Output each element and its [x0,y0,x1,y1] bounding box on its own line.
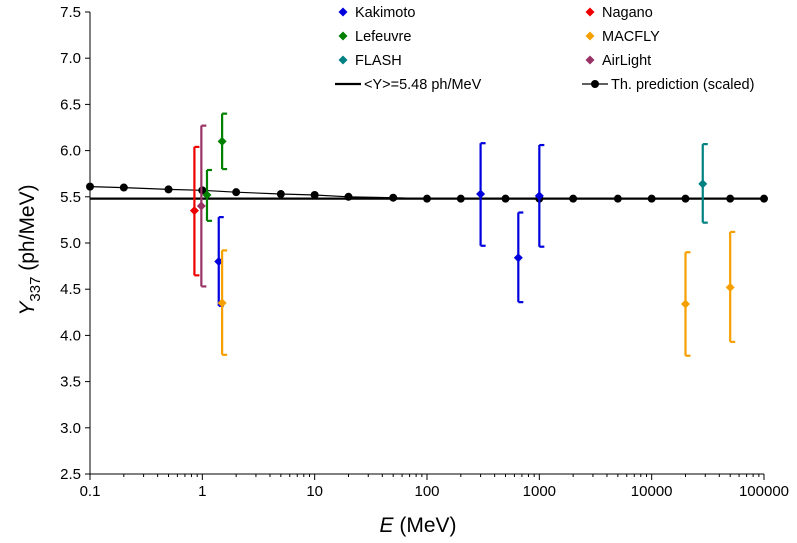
axes [85,11,765,480]
legend-label-macfly: MACFLY [602,29,660,45]
series-airlight [196,124,207,288]
prediction-point [86,182,94,191]
prediction-point [569,194,578,203]
series-flash [698,143,708,224]
legend-marker-lefeuvre [338,31,348,41]
kakimoto-point [214,256,224,266]
legend-label-lefeuvre: Lefeuvre [355,29,411,45]
prediction-point [344,192,353,201]
x-tick-label: 100 [414,483,439,500]
legend-marker-macfly [585,31,595,41]
x-tick-label: 1000 [523,483,556,500]
x-axis-symbol: E [379,514,394,537]
legend: Kakimoto Nagano Lefeuvre MACFLY FLASH AirLigh… [335,5,754,93]
kakimoto-point [513,253,523,263]
x-tick-label: 1 [198,483,206,500]
prediction-point [389,193,398,202]
legend-marker-nagano [585,7,595,17]
macfly-point [725,282,735,292]
y-tick-label: 4.0 [60,327,81,344]
legend-marker-flash [338,55,348,65]
y-tick-label: 3.5 [60,374,81,391]
lefeuvre-point [217,136,227,146]
y-tick-label: 5.0 [60,235,81,252]
y-tick-label: 7.0 [60,50,81,67]
y-tick-label: 4.5 [60,281,81,298]
prediction-point [423,194,431,203]
x-tick-label: 10000 [631,483,673,500]
y-axis-title: Y337 (ph/MeV) [16,184,44,315]
prediction-point [613,194,622,203]
data-points [189,112,736,357]
legend-marker-airlight [585,55,595,65]
series-kakimoto [214,142,545,307]
series-lefeuvre [202,112,228,222]
y-axis-symbol: Y [16,300,39,316]
y-axis-unit: (ph/MeV) [16,184,39,276]
y-tick-label: 6.5 [60,96,81,113]
prediction-point [681,194,690,203]
y-tick-label: 6.0 [60,143,81,160]
prediction-point [456,194,465,203]
kakimoto-point [476,189,486,199]
x-axis-title: E (MeV) [379,514,456,537]
y-tick-label: 7.5 [60,4,81,21]
prediction-point [726,194,735,203]
prediction-point [164,185,173,194]
prediction-point [310,190,319,199]
legend-label-nagano: Nagano [602,5,653,21]
nagano-point [189,206,199,216]
y-tick-label: 2.5 [60,466,81,483]
y-tick-label: 3.0 [60,420,81,437]
y-axis-subscript: 337 [27,277,44,302]
prediction-curve [86,182,768,203]
x-tick-label: 100000 [739,483,789,500]
legend-label-th-prediction-scaled: Th. prediction (scaled) [611,77,754,93]
prediction-point [647,194,656,203]
legend-marker-dot-th-prediction-scaled [591,80,599,88]
series-nagano [189,145,200,277]
airlight-point [196,201,206,211]
prediction-point [232,188,241,197]
legend-label-airlight: AirLight [602,53,651,69]
kakimoto-point [534,191,544,201]
legend-label-flash: FLASH [355,53,402,69]
x-tick-label: 0.1 [80,483,101,500]
prediction-point [119,183,128,192]
prediction-point [501,194,510,203]
macfly-point [217,298,227,308]
y-tick-label: 5.5 [60,189,81,206]
flash-point [698,179,708,189]
prediction-point [760,194,768,203]
legend-label-y-5-48-ph-mev: <Y>=5.48 ph/MeV [364,77,482,93]
legend-label-kakimoto: Kakimoto [355,5,415,21]
prediction-point [276,190,285,199]
axis-titles: E (MeV) Y337 (ph/MeV) [16,184,457,537]
x-tick-label: 10 [306,483,323,500]
lefeuvre-point [202,190,212,200]
tick-labels: 2.5 3.0 3.5 4.0 4.5 5.0 5.5 6.0 6.5 7.0 7.5 0.1 1 10 1… [60,4,789,500]
legend-marker-kakimoto [338,7,348,17]
macfly-point [680,299,690,309]
series-macfly [217,230,736,357]
x-axis-unit: (MeV) [394,514,457,537]
